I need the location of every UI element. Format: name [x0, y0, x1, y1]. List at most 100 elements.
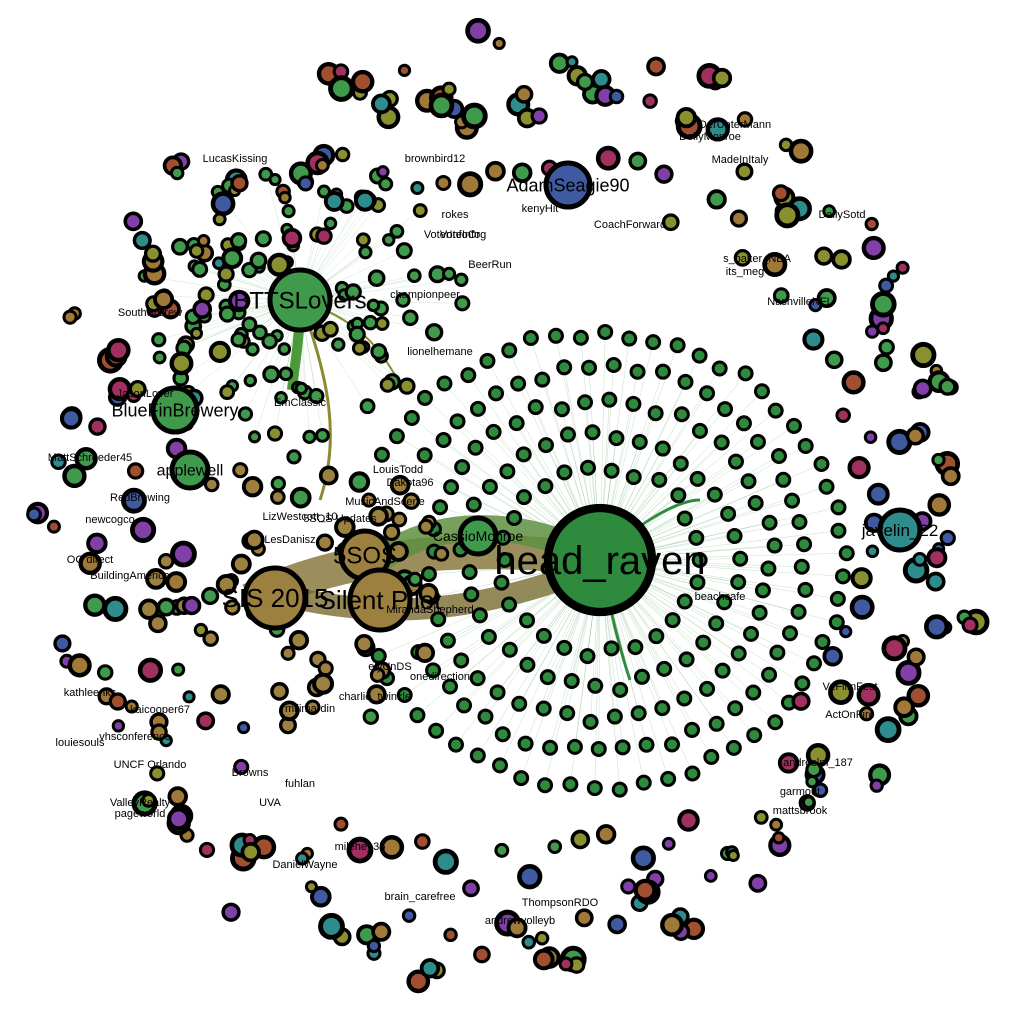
follower-node	[289, 486, 312, 509]
peripheral-node	[910, 341, 937, 369]
follower-node	[489, 684, 506, 701]
node-label: CoachForward	[594, 219, 666, 231]
hub-node-javelin	[877, 507, 923, 553]
node-label: lionelhemane	[407, 346, 472, 358]
node-label: brownbird12	[405, 153, 466, 165]
follower-node	[351, 340, 368, 356]
follower-node	[519, 612, 536, 629]
follower-node	[830, 499, 847, 516]
follower-node	[294, 381, 308, 396]
peripheral-node	[791, 691, 811, 711]
node-label: kaicooper67	[130, 704, 190, 716]
follower-node	[664, 736, 681, 753]
follower-node	[838, 545, 855, 562]
follower-node	[454, 459, 471, 476]
hub-label-applewell: applewell	[157, 463, 224, 480]
peripheral-node	[494, 842, 510, 858]
peripheral-node	[847, 456, 871, 480]
peripheral-node	[874, 716, 902, 743]
follower-node	[746, 727, 763, 744]
peripheral-node	[608, 88, 625, 105]
follower-node	[751, 604, 768, 621]
node-label: DanielWayne	[272, 859, 337, 871]
peripheral-node	[96, 664, 114, 681]
follower-node	[601, 391, 618, 408]
hub-label-head_raven: head_raven	[494, 539, 705, 583]
hub-node-bttslovers	[267, 267, 333, 333]
hub-label-sis2015: SIS 2015	[222, 583, 329, 613]
follower-node	[334, 516, 356, 538]
peripheral-node	[595, 824, 617, 845]
follower-node	[471, 607, 488, 624]
peripheral-node	[574, 908, 594, 928]
follower-node	[730, 645, 747, 662]
follower-node	[389, 223, 405, 239]
follower-node	[677, 373, 694, 390]
follower-node	[479, 352, 496, 369]
follower-node	[508, 415, 525, 432]
peripheral-node	[961, 616, 979, 634]
peripheral-node	[196, 234, 211, 248]
node-label: JasonLover	[117, 388, 174, 400]
follower-node	[323, 216, 338, 231]
follower-node	[785, 417, 802, 434]
node-label: VoterInfoOrg	[424, 229, 486, 241]
peripheral-node	[865, 544, 880, 559]
follower-node	[477, 708, 494, 725]
follower-node	[493, 574, 510, 591]
follower-node	[515, 446, 532, 463]
peripheral-node	[726, 848, 740, 862]
node-label: ActOnFire	[825, 709, 875, 721]
peripheral-node	[895, 260, 910, 275]
follower-node	[676, 510, 693, 527]
follower-node	[441, 266, 457, 281]
peripheral-node	[661, 836, 676, 851]
peripheral-node	[927, 493, 952, 517]
peripheral-node	[771, 184, 790, 203]
follower-node	[563, 672, 580, 689]
peripheral-node	[295, 851, 310, 866]
follower-node	[501, 342, 518, 359]
follower-node	[469, 400, 486, 417]
follower-node	[402, 309, 419, 327]
follower-node	[717, 401, 734, 418]
peripheral-node	[521, 934, 537, 950]
follower-node	[691, 552, 708, 568]
peripheral-node	[769, 817, 784, 832]
node-label: VoteInfo	[440, 229, 480, 241]
follower-node	[241, 316, 258, 333]
peripheral-node	[153, 288, 175, 310]
node-label: andreslm_187	[783, 757, 853, 769]
follower-node	[321, 320, 339, 338]
follower-node	[315, 533, 334, 552]
follower-node	[270, 682, 289, 701]
node-label: DollyMonroe	[679, 131, 741, 143]
peripheral-node	[334, 146, 351, 163]
peripheral-node	[492, 36, 506, 51]
follower-node	[648, 628, 665, 645]
follower-node	[449, 413, 466, 430]
follower-node	[743, 625, 760, 642]
hub-label-5sos: 5SOS	[333, 542, 397, 569]
peripheral-node	[906, 647, 926, 667]
follower-node	[676, 593, 693, 610]
follower-node	[775, 471, 792, 488]
node-label: kenyHit	[522, 203, 559, 215]
node-label: UNCF Orlando	[114, 759, 187, 771]
follower-node	[797, 581, 814, 598]
peripheral-node	[802, 328, 825, 351]
peripheral-node	[511, 162, 533, 184]
peripheral-node	[268, 173, 282, 187]
peripheral-node	[886, 269, 901, 283]
follower-node	[280, 645, 296, 661]
follower-node	[749, 433, 766, 450]
peripheral-node	[397, 63, 412, 78]
follower-node	[814, 633, 831, 650]
peripheral-node	[661, 213, 680, 232]
follower-node	[407, 571, 423, 587]
node-label: DailySotd	[818, 209, 865, 221]
peripheral-node	[353, 189, 377, 212]
peripheral-node	[801, 795, 816, 810]
follower-node	[362, 314, 379, 331]
